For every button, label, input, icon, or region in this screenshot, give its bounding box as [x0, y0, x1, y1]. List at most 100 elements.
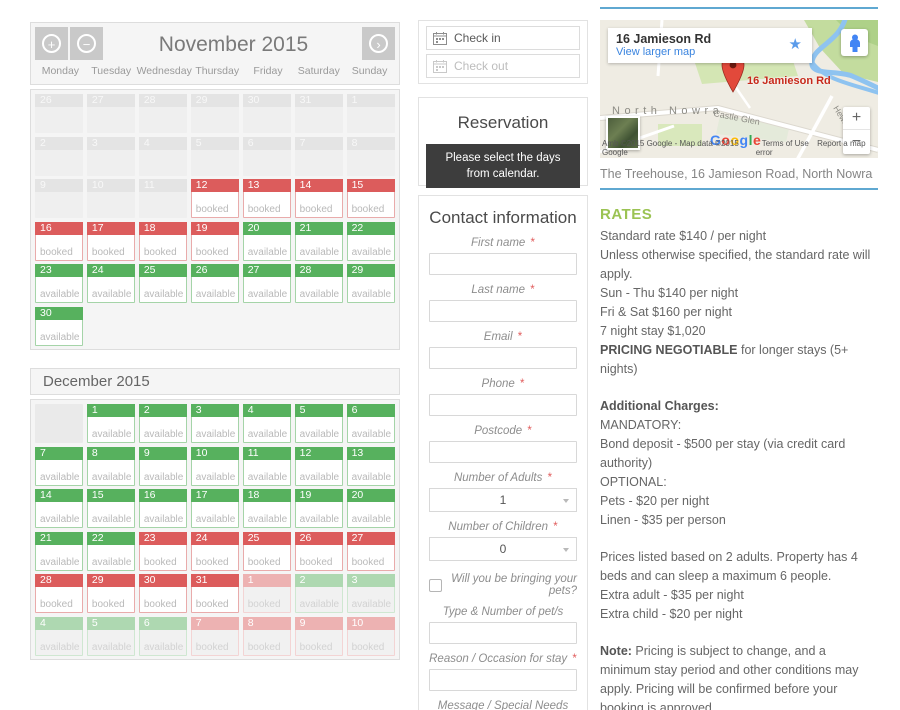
day-number: 4 [35, 616, 84, 630]
calendar-day-cell[interactable]: 1 available [86, 404, 136, 443]
rates-heading: RATES [600, 206, 653, 223]
day-number: 9 [35, 179, 84, 192]
calendar-day-cell[interactable]: 3 available [190, 404, 240, 443]
calendar-day-cell[interactable]: 4 available [242, 404, 292, 443]
reason-occasion-for-stay-input[interactable] [429, 669, 577, 691]
calendar-day-cell[interactable]: 2 available [138, 404, 188, 443]
day-status: booked [195, 599, 229, 610]
calendar-day-cell[interactable]: 10 available [190, 446, 240, 486]
calendar-day-cell[interactable]: 3 available [346, 574, 395, 613]
day-status: available [351, 514, 392, 525]
required-marker: * [569, 653, 577, 665]
add-month-button[interactable]: + [35, 27, 68, 60]
calendar-day-cell[interactable]: 21 available [294, 221, 344, 261]
day-number: 10 [190, 446, 240, 460]
star-icon[interactable]: ★ [788, 36, 802, 53]
calendar-day-cell[interactable]: 15 available [86, 489, 136, 528]
additional-charges: Additional Charges: MANDATORY: Bond depo… [600, 397, 878, 530]
day-number: 27 [242, 264, 292, 277]
calendar-day-cell[interactable]: 19 available [294, 489, 344, 528]
field-label: Will you be bringing your pets? [451, 573, 577, 597]
calendar-day-cell[interactable]: 17 available [190, 489, 240, 528]
calendar-day-cell[interactable]: 25 available [138, 264, 188, 303]
calendar-day-cell: 16 booked [35, 221, 84, 261]
zoom-out-button[interactable]: − [851, 132, 862, 150]
check-out-field[interactable]: Check out [426, 54, 580, 78]
calendar-day-cell[interactable]: 18 available [242, 489, 292, 528]
map-copyright: Amb ©2015 Google - Map data ©2015 Google [602, 139, 739, 157]
calendar-day-cell[interactable]: 9 available [138, 446, 188, 486]
postcode-input[interactable] [429, 441, 577, 463]
calendar-day-cell[interactable]: 7 available [35, 446, 84, 486]
view-larger-map-link[interactable]: View larger map [616, 46, 696, 58]
day-name: Saturday [297, 65, 340, 77]
calendar-day-cell[interactable]: 22 available [346, 221, 395, 261]
day-number: 25 [138, 264, 188, 277]
calendar-day-cell: 11 [138, 179, 188, 218]
phone-input[interactable] [429, 394, 577, 416]
last-name-input[interactable] [429, 300, 577, 322]
calendar-day-cell[interactable]: 5 available [86, 616, 136, 656]
calendar-day-cell[interactable]: 14 available [35, 489, 84, 528]
terms-of-use-link[interactable]: Terms of Use [761, 139, 809, 148]
contact-form-panel: Contact information First name * Last nam… [418, 195, 588, 710]
day-number: 11 [242, 446, 292, 460]
day-number: 2 [294, 574, 344, 587]
calendar-day-cell[interactable]: 8 available [86, 446, 136, 486]
calendar-day-cell: 1 [346, 94, 395, 133]
calendar-day-cell[interactable]: 24 available [86, 264, 136, 303]
charge-line: OPTIONAL: [600, 475, 667, 489]
calendar-day-cell[interactable]: 12 available [294, 446, 344, 486]
day-number: 19 [190, 221, 240, 235]
reservation-notice: Please select the days from calendar. [426, 144, 580, 188]
day-status: available [351, 429, 392, 440]
zoom-in-button[interactable]: + [843, 107, 870, 130]
email-input[interactable] [429, 347, 577, 369]
calendar-day-cell[interactable]: 13 available [346, 446, 395, 486]
number-of-adults-select[interactable]: 1 [429, 488, 577, 512]
calendar-day-cell[interactable]: 26 available [190, 264, 240, 303]
calendar-day-cell[interactable]: 21 available [35, 531, 84, 571]
day-name: Thursday [195, 65, 240, 77]
google-map[interactable]: North Nowra Castle Glen Hewlett Ave Ave … [600, 20, 878, 158]
day-name: Friday [253, 65, 283, 77]
calendar-day-cell[interactable]: 29 available [346, 264, 395, 303]
reservation-panel: Reservation Please select the days from … [418, 97, 588, 188]
required-marker: * [527, 284, 535, 296]
calendar-day-cell[interactable]: 6 available [346, 404, 395, 443]
calendar-day-cell[interactable]: 20 available [242, 221, 292, 261]
calendar-day-cell[interactable]: 28 available [294, 264, 344, 303]
day-status: available [143, 514, 184, 525]
type-number-of-pet-s-input[interactable] [429, 622, 577, 644]
next-month-button[interactable]: › [362, 27, 395, 60]
calendar-day-cell[interactable]: 23 available [35, 264, 84, 303]
number-of-children-select[interactable]: 0 [429, 537, 577, 561]
calendar-day-cell[interactable]: 30 available [35, 306, 84, 346]
calendar-day-cell: 9 [35, 179, 84, 218]
calendar-day-cell[interactable]: 6 available [138, 616, 188, 656]
street-view-pegman[interactable] [841, 29, 868, 56]
calendar-day-cell[interactable]: 4 available [35, 616, 84, 656]
calendar-day-cell: 23 booked [138, 531, 188, 571]
day-number: 10 [86, 179, 136, 192]
calendar-day-cell[interactable]: 16 available [138, 489, 188, 528]
calendar-day-cell[interactable]: 2 available [294, 574, 344, 613]
calendar-day-cell[interactable]: 22 available [86, 531, 136, 571]
calendar-day-cell[interactable]: 11 available [242, 446, 292, 486]
pets-checkbox[interactable] [429, 578, 442, 592]
rate-line: Standard rate $140 / per night [600, 229, 767, 243]
calendar-day-cell[interactable]: 20 available [346, 489, 395, 528]
calendar-day-cell[interactable]: 27 available [242, 264, 292, 303]
calendar-month-title: December 2015 [43, 373, 150, 390]
first-name-input[interactable] [429, 253, 577, 275]
pricing-basis: Prices listed based on 2 adults. Propert… [600, 548, 878, 624]
calendar-day-cell [295, 307, 343, 346]
satellite-view-thumbnail[interactable] [606, 116, 640, 150]
report-map-error-link[interactable]: Report a map error [755, 139, 866, 157]
calendar-day-cell [243, 307, 291, 346]
check-in-field[interactable]: Check in [426, 26, 580, 50]
remove-month-button[interactable]: − [70, 27, 103, 60]
day-status: available [143, 429, 184, 440]
calendar-day-cell[interactable]: 5 available [294, 404, 344, 443]
day-number: 5 [190, 136, 240, 150]
